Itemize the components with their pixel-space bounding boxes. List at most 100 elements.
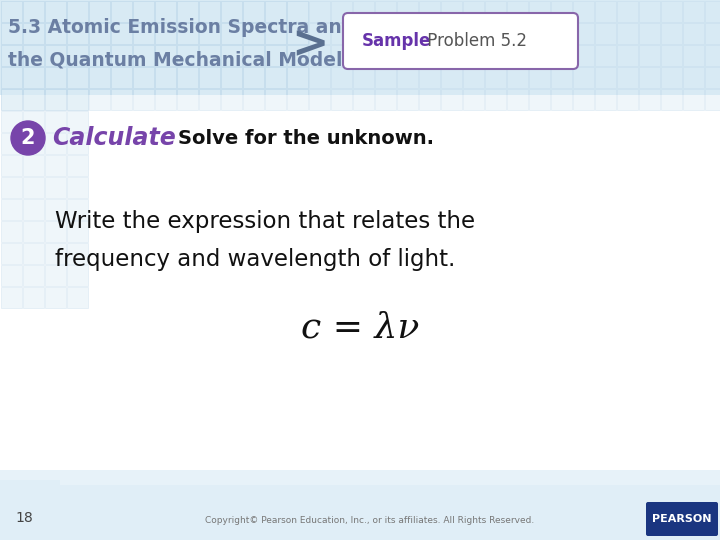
FancyBboxPatch shape	[155, 265, 176, 286]
FancyBboxPatch shape	[89, 1, 109, 22]
FancyBboxPatch shape	[243, 66, 264, 87]
FancyBboxPatch shape	[441, 66, 462, 87]
FancyBboxPatch shape	[199, 44, 220, 65]
FancyBboxPatch shape	[264, 132, 286, 153]
FancyBboxPatch shape	[1, 89, 22, 110]
FancyBboxPatch shape	[243, 287, 264, 307]
FancyBboxPatch shape	[1, 111, 22, 132]
FancyBboxPatch shape	[220, 23, 241, 44]
FancyBboxPatch shape	[199, 265, 220, 286]
FancyBboxPatch shape	[45, 89, 66, 110]
FancyBboxPatch shape	[243, 265, 264, 286]
FancyBboxPatch shape	[683, 89, 703, 110]
FancyBboxPatch shape	[220, 177, 241, 198]
FancyBboxPatch shape	[1, 132, 22, 153]
FancyBboxPatch shape	[176, 66, 197, 87]
FancyBboxPatch shape	[1, 177, 22, 198]
FancyBboxPatch shape	[45, 265, 66, 286]
FancyBboxPatch shape	[264, 23, 286, 44]
FancyBboxPatch shape	[155, 89, 176, 110]
FancyBboxPatch shape	[89, 242, 109, 264]
FancyBboxPatch shape	[199, 23, 220, 44]
FancyBboxPatch shape	[639, 89, 660, 110]
FancyBboxPatch shape	[220, 44, 241, 65]
FancyBboxPatch shape	[220, 44, 241, 65]
FancyBboxPatch shape	[176, 89, 197, 110]
FancyBboxPatch shape	[22, 132, 43, 153]
FancyBboxPatch shape	[374, 66, 395, 87]
FancyBboxPatch shape	[22, 23, 43, 44]
FancyBboxPatch shape	[462, 66, 484, 87]
FancyBboxPatch shape	[22, 66, 43, 87]
FancyBboxPatch shape	[528, 1, 549, 22]
FancyBboxPatch shape	[264, 1, 286, 22]
FancyBboxPatch shape	[89, 220, 109, 241]
Circle shape	[11, 121, 45, 155]
FancyBboxPatch shape	[243, 66, 264, 87]
FancyBboxPatch shape	[199, 132, 220, 153]
FancyBboxPatch shape	[243, 89, 264, 110]
FancyBboxPatch shape	[616, 66, 637, 87]
FancyBboxPatch shape	[132, 1, 153, 22]
FancyBboxPatch shape	[243, 242, 264, 264]
FancyBboxPatch shape	[1, 111, 22, 132]
FancyBboxPatch shape	[66, 177, 88, 198]
Text: Calculate: Calculate	[52, 126, 176, 150]
FancyBboxPatch shape	[22, 44, 43, 65]
FancyBboxPatch shape	[45, 23, 66, 44]
FancyBboxPatch shape	[66, 220, 88, 241]
FancyBboxPatch shape	[462, 44, 484, 65]
FancyBboxPatch shape	[176, 23, 197, 44]
FancyBboxPatch shape	[45, 242, 66, 264]
FancyBboxPatch shape	[89, 199, 109, 219]
FancyBboxPatch shape	[330, 89, 351, 110]
FancyBboxPatch shape	[572, 89, 593, 110]
FancyBboxPatch shape	[176, 1, 197, 22]
FancyBboxPatch shape	[418, 66, 439, 87]
FancyBboxPatch shape	[506, 44, 528, 65]
FancyBboxPatch shape	[639, 44, 660, 65]
FancyBboxPatch shape	[243, 23, 264, 44]
FancyBboxPatch shape	[45, 66, 66, 87]
FancyBboxPatch shape	[66, 23, 88, 44]
FancyBboxPatch shape	[1, 89, 22, 110]
FancyBboxPatch shape	[506, 23, 528, 44]
FancyBboxPatch shape	[89, 287, 109, 307]
FancyBboxPatch shape	[155, 242, 176, 264]
FancyBboxPatch shape	[110, 132, 132, 153]
FancyBboxPatch shape	[22, 111, 43, 132]
FancyBboxPatch shape	[330, 23, 351, 44]
FancyBboxPatch shape	[132, 199, 153, 219]
FancyBboxPatch shape	[45, 177, 66, 198]
FancyBboxPatch shape	[110, 23, 132, 44]
FancyBboxPatch shape	[704, 23, 720, 44]
FancyBboxPatch shape	[264, 66, 286, 87]
FancyBboxPatch shape	[1, 287, 22, 307]
FancyBboxPatch shape	[220, 66, 241, 87]
Text: Write the expression that relates the: Write the expression that relates the	[55, 210, 475, 233]
FancyBboxPatch shape	[704, 89, 720, 110]
FancyBboxPatch shape	[89, 23, 109, 44]
FancyBboxPatch shape	[155, 154, 176, 176]
FancyBboxPatch shape	[132, 89, 153, 110]
FancyBboxPatch shape	[343, 13, 578, 69]
FancyBboxPatch shape	[264, 111, 286, 132]
FancyBboxPatch shape	[22, 66, 43, 87]
FancyBboxPatch shape	[89, 66, 109, 87]
FancyBboxPatch shape	[89, 66, 109, 87]
FancyBboxPatch shape	[176, 44, 197, 65]
FancyBboxPatch shape	[155, 66, 176, 87]
FancyBboxPatch shape	[264, 44, 286, 65]
FancyBboxPatch shape	[243, 23, 264, 44]
FancyBboxPatch shape	[0, 470, 720, 540]
FancyBboxPatch shape	[287, 177, 307, 198]
FancyBboxPatch shape	[176, 265, 197, 286]
FancyBboxPatch shape	[22, 89, 43, 110]
FancyBboxPatch shape	[66, 66, 88, 87]
FancyBboxPatch shape	[66, 242, 88, 264]
FancyBboxPatch shape	[1, 1, 22, 22]
FancyBboxPatch shape	[220, 111, 241, 132]
FancyBboxPatch shape	[22, 111, 43, 132]
FancyBboxPatch shape	[220, 23, 241, 44]
FancyBboxPatch shape	[572, 44, 593, 65]
